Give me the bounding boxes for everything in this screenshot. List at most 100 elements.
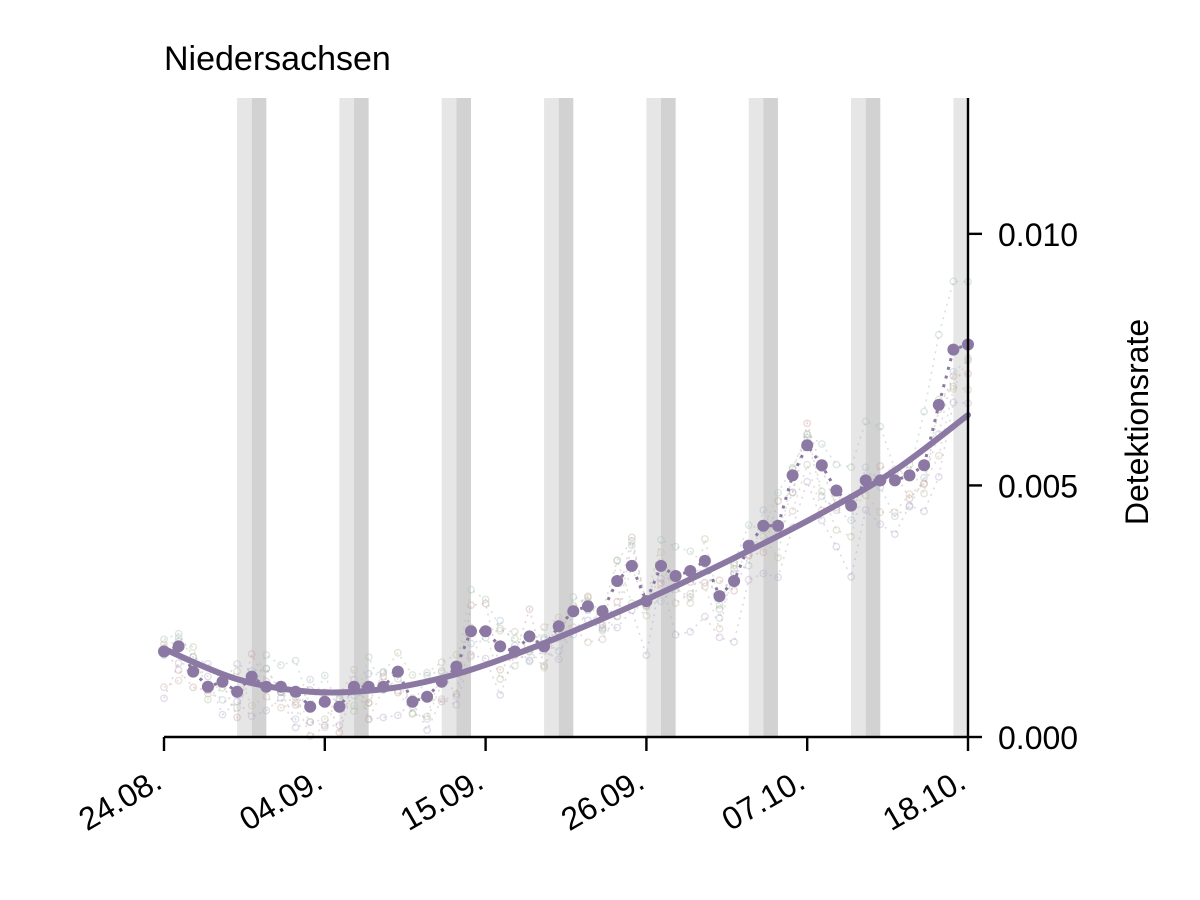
background-point-4-9 (291, 698, 300, 707)
x-tick-label-0: 24.08. (72, 762, 167, 838)
background-point-2-5 (233, 697, 242, 706)
background-point-2-1 (174, 659, 183, 667)
background-point-4-11 (320, 723, 329, 732)
background-point-3-43 (788, 488, 797, 497)
background-point-4-34 (657, 548, 665, 557)
background-point-1-36 (686, 599, 695, 607)
observed-point-31 (611, 575, 624, 587)
background-point-5-54 (949, 277, 958, 286)
background-point-1-14 (364, 698, 373, 707)
x-tick-label-3: 26.09. (555, 762, 650, 838)
observed-point-0 (158, 645, 170, 658)
background-point-2-41 (759, 569, 768, 578)
background-point-4-23 (496, 626, 505, 635)
observed-point-8 (274, 680, 287, 693)
background-point-5-48 (861, 417, 870, 426)
background-point-2-42 (774, 573, 782, 582)
background-point-4-39 (730, 565, 738, 573)
background-point-2-25 (525, 656, 534, 665)
observed-point-13 (348, 680, 360, 693)
background-point-2-18 (423, 726, 431, 734)
background-point-5-11 (320, 671, 329, 680)
weekend-band-sat-4 (646, 98, 662, 737)
background-point-3-34 (657, 597, 665, 606)
background-point-3-10 (306, 675, 315, 684)
background-point-2-50 (891, 530, 899, 538)
background-point-5-46 (832, 460, 841, 469)
y-tick-label-1: 0.005 (998, 468, 1078, 504)
observed-point-12 (333, 700, 346, 713)
background-point-3-50 (891, 512, 899, 521)
weekend-band-sat-1 (339, 98, 355, 737)
background-point-1-19 (437, 658, 446, 667)
background-point-5-44 (803, 430, 812, 439)
observed-point-32 (625, 559, 638, 572)
weekend-band-sun-2 (456, 98, 471, 737)
background-point-0-42 (774, 497, 782, 505)
background-point-1-7 (262, 664, 271, 673)
weekend-band-sat-5 (748, 98, 764, 737)
background-point-2-3 (203, 672, 212, 681)
background-point-3-5 (233, 660, 242, 668)
observed-point-54 (947, 343, 960, 356)
background-point-3-30 (598, 623, 607, 632)
background-point-5-47 (847, 463, 855, 471)
background-point-0-49 (876, 462, 885, 470)
background-point-2-20 (452, 701, 461, 709)
background-point-3-9 (291, 715, 300, 724)
observed-point-53 (932, 398, 945, 411)
background-point-1-39 (730, 561, 738, 570)
observed-point-34 (655, 559, 667, 572)
background-point-2-47 (847, 573, 855, 581)
background-point-2-34 (657, 574, 665, 583)
observed-point-39 (728, 575, 741, 587)
observed-point-35 (669, 570, 682, 582)
background-point-2-40 (744, 575, 753, 584)
weekend-band-sun-5 (763, 98, 778, 737)
background-point-5-31 (613, 556, 622, 565)
background-point-0-43 (788, 488, 797, 497)
observed-point-48 (859, 474, 872, 487)
weekend-band-sat-0 (237, 98, 252, 737)
background-point-5-5 (233, 704, 242, 712)
background-point-0-22 (481, 599, 490, 608)
background-point-2-19 (437, 695, 446, 703)
observed-point-10 (304, 700, 317, 713)
background-point-5-13 (350, 701, 358, 710)
background-point-4-5 (233, 667, 242, 676)
background-point-2-39 (730, 638, 738, 646)
background-point-0-31 (613, 597, 622, 606)
background-point-1-42 (774, 553, 782, 562)
background-point-2-0 (160, 694, 168, 703)
background-point-3-23 (496, 616, 505, 625)
background-point-5-45 (817, 440, 826, 448)
background-point-3-32 (627, 541, 636, 550)
observed-point-36 (684, 565, 697, 577)
background-point-2-45 (817, 516, 826, 525)
background-point-2-21 (467, 650, 475, 659)
background-point-2-16 (393, 711, 402, 720)
observed-point-14 (362, 680, 375, 693)
background-point-4-44 (803, 460, 812, 469)
background-point-3-51 (905, 502, 914, 511)
background-point-0-6 (247, 650, 256, 658)
background-point-2-14 (364, 715, 373, 723)
background-point-2-38 (715, 633, 724, 642)
background-point-0-19 (437, 697, 446, 706)
background-point-3-25 (525, 657, 534, 666)
background-point-0-2 (189, 683, 198, 692)
observed-point-42 (772, 519, 784, 532)
background-trace-2 (163, 401, 969, 732)
weekend-band-sun-1 (354, 98, 369, 737)
axes (164, 98, 970, 739)
weekend-band-sun-3 (558, 98, 574, 737)
observed-point-23 (494, 640, 507, 653)
background-point-5-34 (657, 536, 665, 544)
x-tick-label-1: 04.09. (233, 762, 328, 838)
background-point-0-44 (803, 419, 812, 428)
background-point-3-14 (364, 669, 373, 678)
background-point-0-12 (335, 728, 344, 737)
observed-point-17 (406, 695, 419, 708)
background-point-4-51 (905, 490, 914, 498)
background-point-1-18 (423, 668, 431, 677)
